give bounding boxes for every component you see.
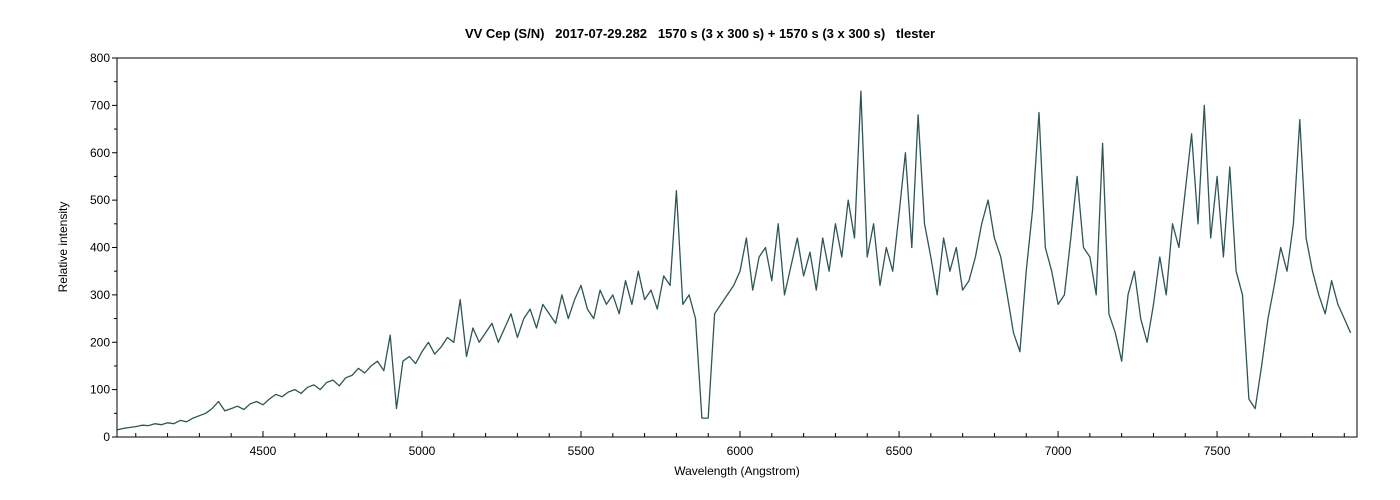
x-tick-label: 5000: [409, 444, 436, 458]
x-tick-label: 6000: [727, 444, 754, 458]
y-tick-label: 300: [90, 288, 110, 302]
x-tick-label: 4500: [250, 444, 277, 458]
x-tick-label: 6500: [886, 444, 913, 458]
x-tick-label: 7500: [1204, 444, 1231, 458]
y-tick-label: 0: [103, 430, 110, 444]
chart-title: VV Cep (S/N) 2017-07-29.282 1570 s (3 x …: [465, 26, 935, 41]
y-tick-label: 500: [90, 193, 110, 207]
spectrum-line: [116, 90, 1352, 431]
x-axis: 4500 5000 5500 6000 6500 7000 7500: [135, 431, 1345, 458]
x-axis-label: Wavelength (Angstrom): [674, 464, 800, 478]
y-tick-label: 400: [90, 241, 110, 255]
y-tick-label: 600: [90, 146, 110, 160]
plot-frame: [116, 57, 1358, 438]
y-tick-label: 100: [90, 383, 110, 397]
y-axis-label: Relative intensity: [56, 202, 70, 293]
y-axis: 0 100 200 300 400 500 600 700 800: [90, 51, 117, 444]
y-tick-label: 800: [90, 51, 110, 65]
x-tick-label: 7000: [1045, 444, 1072, 458]
y-tick-label: 700: [90, 98, 110, 112]
y-tick-label: 200: [90, 335, 110, 349]
plot-area: [116, 90, 1352, 431]
x-tick-label: 5500: [568, 444, 595, 458]
